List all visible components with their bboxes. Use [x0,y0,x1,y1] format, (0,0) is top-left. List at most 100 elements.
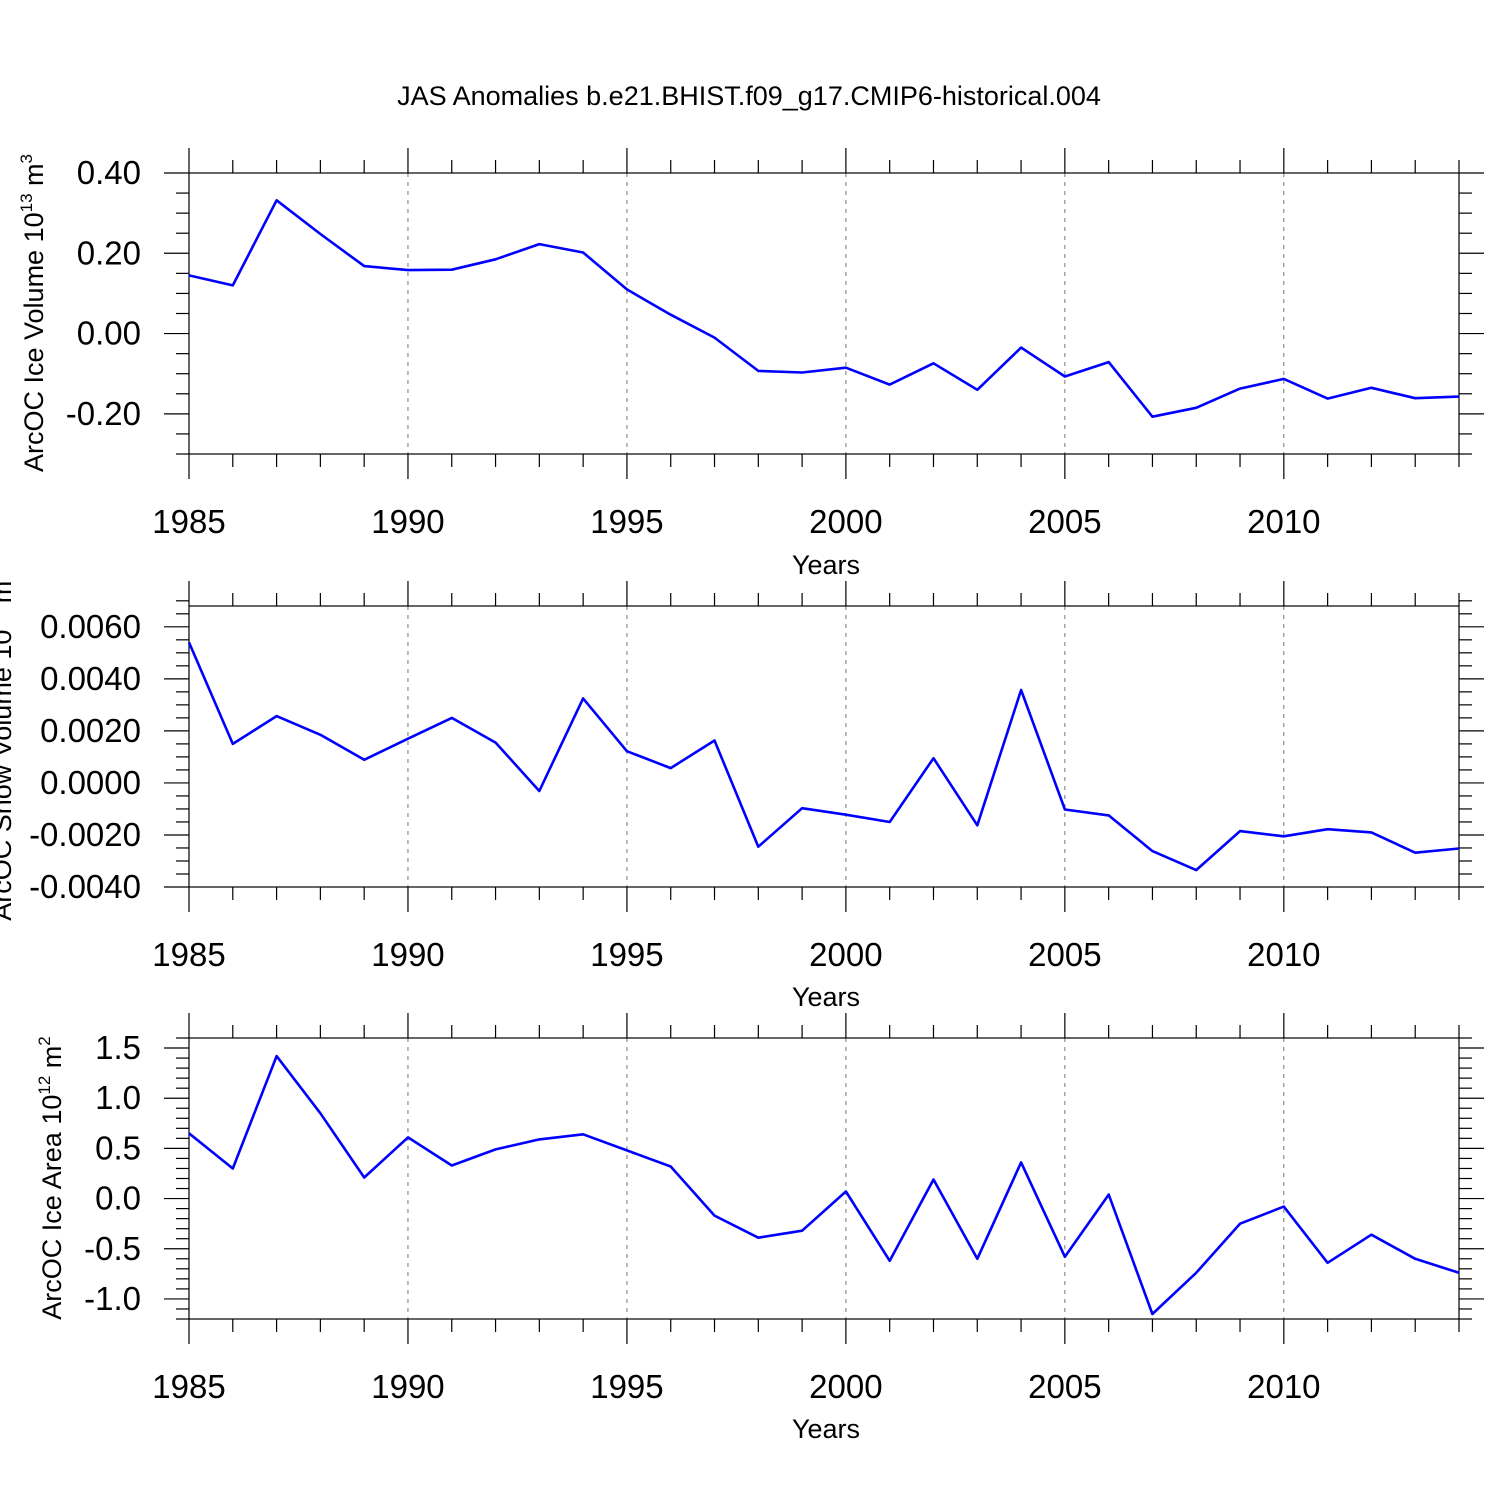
snow-volume-data-point-2009 [1238,829,1242,833]
snow-volume-data-point-1994 [581,696,585,700]
y-tick-label: 0.00 [77,315,141,352]
snow-volume-data-point-1987 [275,714,279,718]
figure-title: JAS Anomalies b.e21.BHIST.f09_g17.CMIP6-… [397,81,1101,111]
snow-volume-data-point-1996 [669,766,673,770]
snow-volume-data-point-1999 [800,806,804,810]
ice-area-data-point-2003 [975,1257,979,1261]
y-tick-label: 0.5 [95,1129,141,1166]
snow-volume-data-point-2004 [1019,688,1023,692]
y-tick-label: 0.20 [77,234,141,271]
y-tick-label: -0.0020 [29,816,141,853]
ice-volume-data-point-1996 [669,313,673,317]
ice-area-data-point-1994 [581,1132,585,1136]
panel-ice-area: -1.0 -0.5 0.0 0.5 1.0 1.5 1985 1990 1995 2000 2005… [35,1013,1484,1444]
snow-volume-data-point-1997 [713,739,717,743]
x-tick-label-1990: 1990 [371,936,444,973]
x-tick-label-1985: 1985 [152,1368,225,1405]
ice-volume-data-point-1987 [275,198,279,202]
y-tick-label: 0.40 [77,154,141,191]
snow-volume-y-axis-title: ArcOC Snow Volume 1013 m3 [0,571,17,921]
ice-area-data-point-1990 [406,1135,410,1139]
ice-area-data-point-1991 [450,1163,454,1167]
ice-area-x-axis-title: Years [792,1414,860,1444]
y-tick-label: 0.0060 [40,608,141,645]
ice-area-data-point-2004 [1019,1160,1023,1164]
ice-volume-data-point-1995 [625,287,629,291]
snow-volume-data-point-2011 [1326,827,1330,831]
ice-volume-y-axis-title: ArcOC Ice Volume 1013 m3 [17,154,49,472]
x-tick-label-1995: 1995 [590,1368,663,1405]
ice-volume-data-point-1999 [800,371,804,375]
snow-volume-data-point-2007 [1150,849,1154,853]
ice-area-data-point-1988 [318,1111,322,1115]
ice-area-data-point-2010 [1282,1205,1286,1209]
ice-area-data-point-2001 [888,1259,892,1263]
panel-snow-volume: -0.0040 -0.0020 0.0000 0.0020 0.0040 0.0060 19… [0,571,1484,1012]
ice-area-data-point-1997 [713,1214,717,1218]
ice-volume-data-point-2000 [844,366,848,370]
ice-volume-data-point-2011 [1326,397,1330,401]
ice-area-data-point-2011 [1326,1261,1330,1265]
ice-area-data-point-1996 [669,1164,673,1168]
ice-area-data-point-2008 [1194,1271,1198,1275]
ice-volume-data-point-2014 [1457,395,1461,399]
ice-volume-data-point-1990 [406,268,410,272]
ice-volume-data-point-1993 [537,242,541,246]
ice-volume-data-point-1989 [362,264,366,268]
ice-area-data-point-2014 [1457,1271,1461,1275]
ice-volume-data-point-2007 [1150,415,1154,419]
snow-volume-data-point-2003 [975,823,979,827]
y-tick-label: 0.0040 [40,660,141,697]
ice-area-data-point-1995 [625,1148,629,1152]
ice-volume-data-point-2008 [1194,406,1198,410]
snow-volume-data-point-1998 [756,845,760,849]
ice-area-data-point-1999 [800,1229,804,1233]
y-tick-label: -0.20 [66,395,141,432]
y-tick-label: 0.0000 [40,764,141,801]
snow-volume-data-point-1995 [625,749,629,753]
ice-area-data-point-2009 [1238,1222,1242,1226]
ice-volume-data-point-2009 [1238,387,1242,391]
snow-volume-data-point-1991 [450,716,454,720]
snow-volume-series-line [187,641,1460,872]
y-tick-label: -0.0040 [29,868,141,905]
x-tick-label-2000: 2000 [809,1368,882,1405]
snow-volume-data-point-1992 [494,741,498,745]
ice-area-data-point-2005 [1063,1255,1067,1259]
snow-volume-data-point-2002 [931,756,935,760]
x-tick-label-1985: 1985 [152,503,225,540]
y-tick-label: 1.5 [95,1029,141,1066]
ice-volume-plot-frame [188,172,1460,455]
snow-volume-data-point-1990 [406,737,410,741]
ice-volume-data-point-1992 [494,257,498,261]
ice-area-data-point-1987 [275,1054,279,1058]
ice-volume-data-point-2012 [1369,386,1373,390]
ice-area-data-point-1986 [231,1166,235,1170]
snow-volume-plot-frame [188,605,1460,888]
y-tick-label: 1.0 [95,1079,141,1116]
ice-area-y-axis-title: ArcOC Ice Area 1012 m2 [35,1036,67,1320]
snow-volume-data-point-2000 [844,813,848,817]
ice-area-data-point-2000 [844,1190,848,1194]
x-tick-label-2010: 2010 [1247,503,1320,540]
x-tick-label-1990: 1990 [371,503,444,540]
ice-area-data-point-2006 [1107,1193,1111,1197]
ice-volume-data-point-2001 [888,383,892,387]
ice-volume-data-point-1988 [318,232,322,236]
x-tick-label-2005: 2005 [1028,503,1101,540]
ice-volume-data-point-2006 [1107,360,1111,364]
snow-volume-data-point-1993 [537,789,541,793]
x-tick-label-1995: 1995 [590,936,663,973]
ice-volume-data-point-2004 [1019,346,1023,350]
x-tick-label-2010: 2010 [1247,1368,1320,1405]
ice-area-data-point-1993 [537,1137,541,1141]
ice-volume-data-point-1998 [756,369,760,373]
y-tick-label: -1.0 [84,1280,141,1317]
ice-area-data-point-2012 [1369,1233,1373,1237]
ice-volume-data-point-2005 [1063,375,1067,379]
ice-volume-series-line [188,199,1460,419]
ice-volume-data-point-1991 [450,268,454,272]
ice-volume-data-point-2010 [1282,377,1286,381]
ice-volume-data-point-1985 [187,273,191,277]
snow-volume-data-point-2006 [1107,813,1111,817]
